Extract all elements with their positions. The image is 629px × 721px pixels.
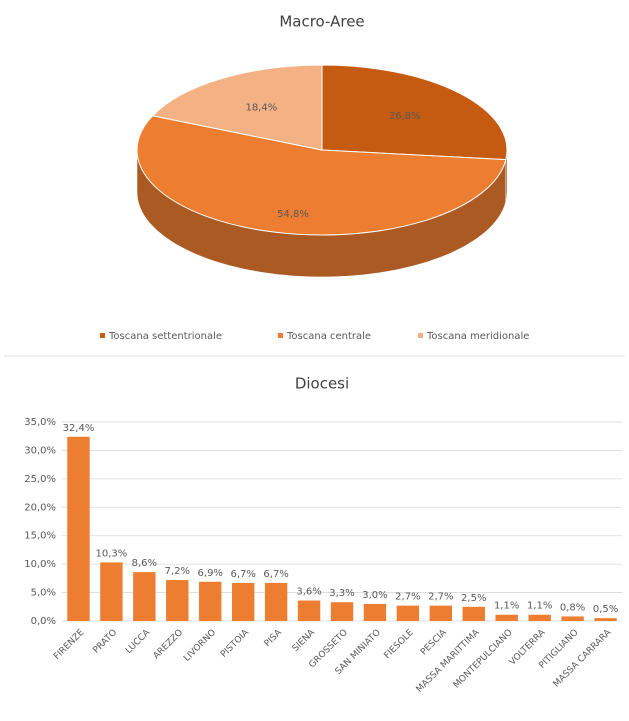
data-label: 6,7% [230,569,255,580]
bar [297,600,321,621]
bar [67,436,90,621]
pie-slice [321,64,508,161]
data-label: 3,3% [329,588,354,599]
pie-slice [136,115,507,236]
bar [528,614,551,621]
data-label: 0,8% [560,602,585,613]
bar [594,618,617,621]
pie-slice [151,64,323,151]
bar [495,614,518,621]
legend-marker [100,333,105,338]
y-tick-label: 0,0% [31,616,56,627]
bar [231,582,255,621]
bar [396,605,420,621]
data-label: 1,1% [494,601,519,612]
data-label: 18,4% [245,102,277,113]
data-label: 26,8% [389,111,421,122]
data-label: 6,7% [263,569,288,580]
bar [264,582,288,621]
data-label: 54,8% [277,209,309,220]
legend-marker [278,333,283,338]
y-tick-label: 5,0% [31,588,56,599]
bar-title: Diocesi [295,375,349,393]
legend-label: Toscana settentrionale [108,331,222,342]
bar [100,562,123,621]
bar [133,572,156,621]
data-label: 2,5% [461,593,486,604]
data-label: 2,7% [395,592,420,603]
data-label: 3,0% [362,590,387,601]
data-label: 32,4% [63,423,95,434]
data-label: 3,6% [296,587,321,598]
bar [561,616,584,621]
y-tick-label: 35,0% [24,417,56,428]
pie-title: Macro-Aree [279,13,364,31]
bar [462,606,485,621]
bar [429,605,453,621]
data-label: 8,6% [132,558,157,569]
y-tick-label: 15,0% [24,531,56,542]
y-tick-label: 20,0% [24,502,56,513]
bar [199,581,222,621]
data-label: 10,3% [96,548,128,559]
bar [330,602,354,621]
legend-marker [418,333,423,338]
legend-label: Toscana meridionale [426,331,529,342]
y-tick-label: 10,0% [24,559,56,570]
bar [363,603,387,621]
data-label: 6,9% [198,568,223,579]
bar [166,580,189,621]
data-label: 7,2% [165,566,190,577]
legend-label: Toscana centrale [286,331,371,342]
data-label: 1,1% [527,601,552,612]
data-label: 2,7% [428,592,453,603]
y-tick-label: 25,0% [24,474,56,485]
y-tick-label: 30,0% [24,445,56,456]
data-label: 0,5% [593,604,618,615]
